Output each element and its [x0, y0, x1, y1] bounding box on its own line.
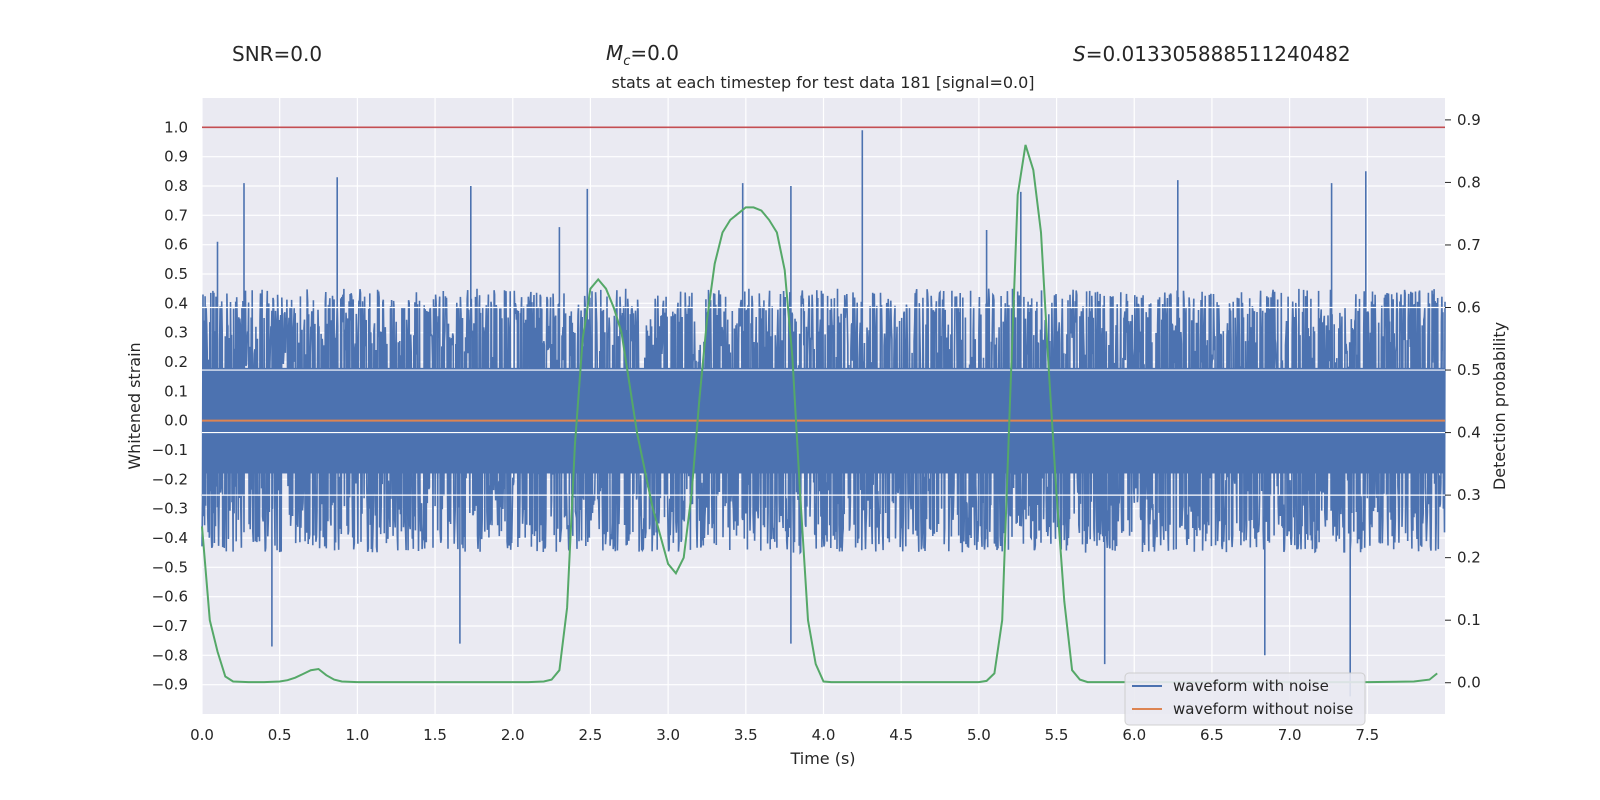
legend-label-clean: waveform without noise	[1173, 700, 1353, 718]
y-tick-label: −0.2	[152, 470, 188, 488]
right-axis-ticks: 0.9 0.8 0.7 0.6 0.5 0.4 0.3 0.2 0.1 0.0	[1445, 111, 1481, 692]
y-tick-label: −0.4	[152, 529, 188, 547]
x-tick-label: 3.5	[734, 726, 758, 744]
x-tick-label: 1.0	[345, 726, 369, 744]
x-tick-label: 3.0	[656, 726, 680, 744]
right-axis-grid	[202, 306, 1445, 496]
x-tick-label: 7.0	[1278, 726, 1302, 744]
y-tick-label: 0.3	[164, 324, 188, 342]
right-axis-label: Detection probability	[1490, 322, 1509, 490]
y-tick-label: −0.6	[152, 588, 188, 606]
y-axis-ticks: 1.0 0.9 0.8 0.7 0.6 0.5 0.4 0.3 0.2 0.1 0.0 −0.1 −0.…	[152, 118, 188, 693]
y-tick-label: 0.5	[164, 265, 188, 283]
y-tick-label: −0.7	[152, 617, 188, 635]
x-tick-label: 5.5	[1045, 726, 1069, 744]
y-tick-label: −0.3	[152, 500, 188, 518]
x-tick-label: 4.0	[812, 726, 836, 744]
y-tick-label: 0.6	[164, 236, 188, 254]
probability-line	[201, 144, 1438, 684]
y-tick-label: −0.8	[152, 646, 188, 664]
y-tick-label: −0.1	[152, 441, 188, 459]
y-tick-label: 0.0	[164, 412, 188, 430]
right-tick-label: 0.7	[1457, 236, 1481, 254]
right-tick-label: 0.2	[1457, 549, 1481, 567]
y-tick-label: 0.8	[164, 177, 188, 195]
x-tick-label: 7.5	[1355, 726, 1379, 744]
x-tick-label: 5.0	[967, 726, 991, 744]
right-tick-label: 0.0	[1457, 674, 1481, 692]
right-tick-label: 0.4	[1457, 424, 1481, 442]
right-tick-label: 0.3	[1457, 486, 1481, 504]
x-tick-label: 2.0	[501, 726, 525, 744]
legend: waveform with noise waveform without noi…	[1124, 672, 1366, 726]
right-tick-label: 0.6	[1457, 299, 1481, 317]
x-tick-label: 0.0	[190, 726, 214, 744]
right-tick-label: 0.9	[1457, 111, 1481, 129]
x-tick-label: 4.5	[889, 726, 913, 744]
y-axis-label: Whitened strain	[125, 342, 144, 469]
right-tick-label: 0.5	[1457, 361, 1481, 379]
x-tick-label: 1.5	[423, 726, 447, 744]
x-tick-label: 6.0	[1122, 726, 1146, 744]
right-tick-label: 0.1	[1457, 611, 1481, 629]
x-axis-label: Time (s)	[789, 749, 855, 768]
y-tick-label: −0.5	[152, 558, 188, 576]
snr-label: SNR=0.0	[232, 42, 322, 66]
y-tick-label: 0.4	[164, 294, 188, 312]
right-tick-label: 0.8	[1457, 173, 1481, 191]
chirp-mass-label: Mc=0.0	[606, 41, 679, 69]
y-tick-label: −0.9	[152, 676, 188, 694]
x-tick-label: 2.5	[579, 726, 603, 744]
x-tick-label: 0.5	[268, 726, 292, 744]
chart-title: stats at each timestep for test data 181…	[611, 73, 1034, 92]
y-tick-label: 0.7	[164, 206, 188, 224]
x-axis-ticks: 0.0 0.5 1.0 1.5 2.0 2.5 3.0 3.5 4.0 4.5 5.0 5.5 6.0 6…	[190, 726, 1379, 744]
x-tick-label: 6.5	[1200, 726, 1224, 744]
y-tick-label: 1.0	[164, 118, 188, 136]
y-tick-label: 0.9	[164, 148, 188, 166]
legend-label-noisy: waveform with noise	[1173, 677, 1329, 695]
score-label: S=0.013305888511240482	[1073, 42, 1351, 66]
y-tick-label: 0.1	[164, 382, 188, 400]
y-tick-label: 0.2	[164, 353, 188, 371]
